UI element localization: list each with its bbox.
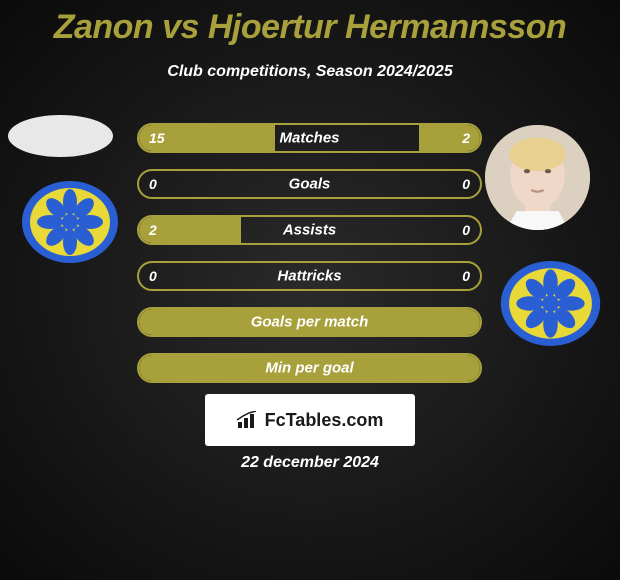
stat-value-left: 0 — [149, 176, 157, 192]
chart-icon — [237, 411, 259, 429]
player-right-avatar — [485, 125, 590, 230]
subtitle: Club competitions, Season 2024/2025 — [0, 63, 620, 81]
stat-row-assists: 2 Assists 0 — [137, 215, 482, 245]
stat-label: Goals — [289, 176, 331, 193]
stat-label: Matches — [279, 130, 339, 147]
branding-logo: FcTables.com — [205, 394, 415, 446]
club-right-badge — [498, 260, 603, 348]
stat-row-goals: 0 Goals 0 — [137, 169, 482, 199]
stat-row-goals-per-match: Goals per match — [137, 307, 482, 337]
date-text: 22 december 2024 — [241, 454, 379, 472]
player-left-avatar — [8, 115, 113, 157]
stat-value-right: 0 — [462, 176, 470, 192]
stat-label: Min per goal — [265, 360, 353, 377]
page-title: Zanon vs Hjoertur Hermannsson — [0, 0, 620, 47]
bar-right — [419, 125, 480, 151]
stat-value-right: 0 — [462, 268, 470, 284]
club-left-badge — [20, 180, 120, 265]
stat-value-left: 15 — [149, 130, 165, 146]
stat-row-matches: 15 Matches 2 — [137, 123, 482, 153]
stat-row-min-per-goal: Min per goal — [137, 353, 482, 383]
stats-container: 15 Matches 2 0 Goals 0 2 Assists 0 0 Hat… — [137, 123, 482, 399]
stat-value-right: 2 — [462, 130, 470, 146]
stat-label: Assists — [283, 222, 336, 239]
stat-label: Goals per match — [251, 314, 369, 331]
stat-value-left: 0 — [149, 268, 157, 284]
stat-value-left: 2 — [149, 222, 157, 238]
stat-row-hattricks: 0 Hattricks 0 — [137, 261, 482, 291]
stat-value-right: 0 — [462, 222, 470, 238]
branding-text: FcTables.com — [265, 410, 384, 431]
stat-label: Hattricks — [277, 268, 341, 285]
